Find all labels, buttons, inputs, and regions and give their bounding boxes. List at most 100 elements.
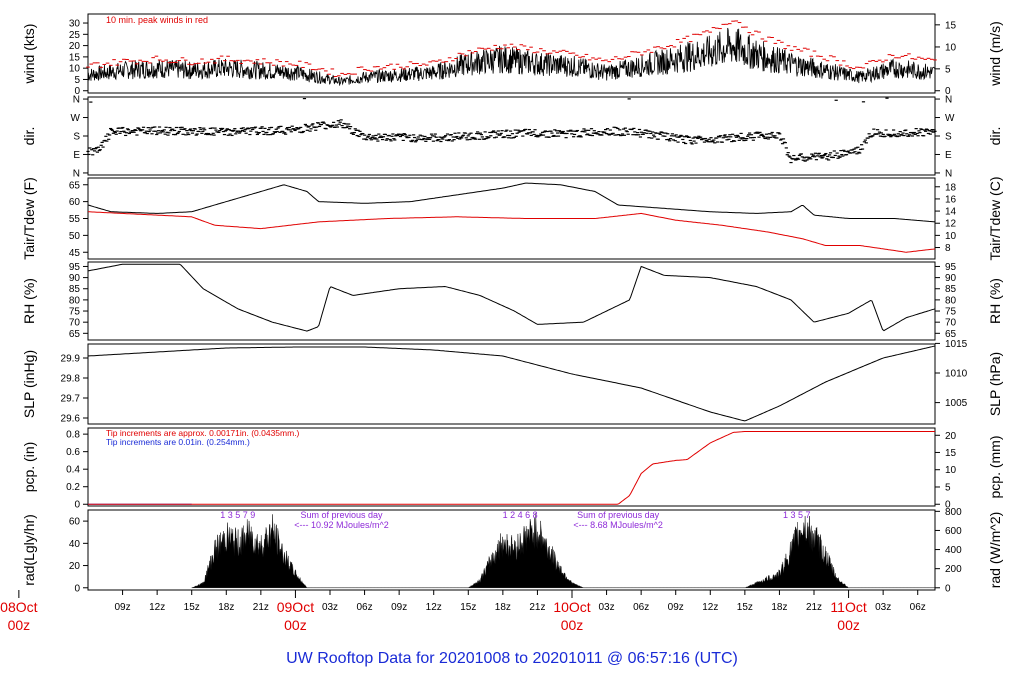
slp-ytick-right-label: 1005 [945,398,968,409]
pcp-panel: 0 0.2 0.4 0.6 0.8 0 5 10 15 20 pcp. (in) pcp. (mm) T… [21,427,1003,511]
rad-ytick-label: 20 [69,561,81,572]
rh-ytick-label: 75 [69,307,81,318]
rh-ytick-label: 90 [69,273,81,284]
rad-sum-value: <--- 8.68 MJoules/m^2 [573,520,663,530]
rad-ylabel: rad(Lgly/hr) [21,514,37,586]
rh-ytick-right-label: 75 [945,307,957,318]
time-tick-label: 18z [218,602,234,613]
dir-ytick-label: S [73,132,80,143]
dir-ytick-label: W [71,113,81,124]
rad-sum-value: <--- 10.92 MJoules/m^2 [294,520,389,530]
rad-ytick-label: 40 [69,539,81,550]
wind-series-0 [87,27,936,86]
time-tick-label: 15z [460,602,476,613]
time-tick-label: 09z [115,602,131,613]
time-tick-label: 12z [149,602,165,613]
rad-hour-marks: 1 2 4 6 8 [503,510,538,520]
rad-hour-marks: 1 3 5 7 [783,510,811,520]
pcp-ytick-right-label: 0 [945,500,951,511]
time-tick-label: 15z [184,602,200,613]
dir-frame [87,96,936,176]
temp-ytick-right-label: 18 [945,182,957,193]
rh-frame [87,261,936,341]
pcp-ytick-label: 0.8 [66,430,80,441]
rad-ytick-right-label: 400 [945,545,962,556]
rad-hour-marks: 1 3 5 7 9 [220,510,255,520]
rh-ylabel-right: RH (%) [987,278,1003,324]
dir-ytick-right-label: E [945,150,952,161]
time-tick-label: 06z [910,602,926,613]
wind-frame [87,13,936,94]
dir-ytick-label: E [73,150,80,161]
rh-ytick-label: 85 [69,284,81,295]
rh-ytick-right-label: 90 [945,273,957,284]
rh-ytick-label: 65 [69,329,81,340]
pcp-ytick-label: 0.6 [66,447,80,458]
time-tick-label: 18z [771,602,787,613]
temp-ylabel-right: Tair/Tdew (C) [987,176,1003,260]
rh-ytick-right-label: 95 [945,262,957,273]
time-tick-label: 03z [322,602,338,613]
time-tick-label: 09z [391,602,407,613]
rad-ylabel-right: rad (W/m^2) [987,512,1003,589]
rad-series-0 [191,512,935,588]
temp-ytick-right-label: 14 [945,207,957,218]
day-label: 09Oct [277,599,314,615]
day-label: 08Oct [0,599,37,615]
rad-ytick-right-label: 0 [945,583,951,594]
pcp-ytick-right-label: 15 [945,448,957,459]
rad-ytick-right-label: 800 [945,507,962,518]
time-tick-label: 03z [875,602,891,613]
dir-ytick-right-label: S [945,132,952,143]
slp-ytick-label: 29.8 [61,374,81,385]
temp-ytick-label: 55 [69,214,81,225]
temp-ytick-right-label: 12 [945,219,957,230]
wind-ytick-right-label: 0 [945,86,951,97]
rad-ytick-label: 60 [69,517,81,528]
dir-ytick-right-label: N [945,95,952,106]
dir-ylabel: dir. [21,127,37,146]
temp-ytick-right-label: 10 [945,231,957,242]
pcp-ytick-right-label: 5 [945,482,951,493]
temp-series-1 [88,211,936,253]
pcp-ylabel-right: pcp. (mm) [987,436,1003,499]
time-tick-label: 06z [357,602,373,613]
time-tick-label: 21z [253,602,269,613]
pcp-ytick-right-label: 10 [945,465,957,476]
day-hour-label: 00z [8,617,31,633]
slp-ytick-right-label: 1010 [945,369,968,380]
slp-ytick-label: 29.9 [61,354,81,365]
rad-ytick-label: 0 [74,583,80,594]
wind-ytick-label: 5 [74,75,80,86]
pcp-note: Tip increments are 0.01in. (0.254mm.) [106,437,250,447]
time-axis: 09z 12z 15z 18z 21z 03z 06z 09z 12z 15z 18z 21z 03z 0… [0,590,926,633]
pcp-note: Tip increments are approx. 0.00171in. (0… [106,428,300,438]
slp-panel: 29.6 29.7 29.8 29.9 1005 1010 1015 SLP (inHg) SL… [21,339,1003,425]
rh-ytick-right-label: 85 [945,284,957,295]
time-tick-label: 06z [633,602,649,613]
time-tick-label: 15z [737,602,753,613]
time-tick-label: 09z [668,602,684,613]
dir-ytick-label: N [73,168,80,179]
wind-ytick-label: 10 [69,64,81,75]
time-tick-label: 18z [495,602,511,613]
rh-ytick-label: 95 [69,262,81,273]
slp-ytick-right-label: 1015 [945,339,968,350]
rad-sum-label: Sum of previous day [301,510,384,520]
pcp-ytick-label: 0 [74,500,80,511]
pcp-ylabel: pcp. (in) [21,442,37,493]
temp-series-0 [87,182,936,223]
dir-ytick-right-label: W [945,113,955,124]
temp-ytick-right-label: 8 [945,243,951,254]
day-label: 10Oct [553,599,590,615]
pcp-ytick-right-label: 20 [945,431,957,442]
slp-ytick-label: 29.7 [61,394,81,405]
wind-ytick-label: 0 [74,86,80,97]
temp-ytick-right-label: 16 [945,194,957,205]
time-tick-label: 12z [702,602,718,613]
